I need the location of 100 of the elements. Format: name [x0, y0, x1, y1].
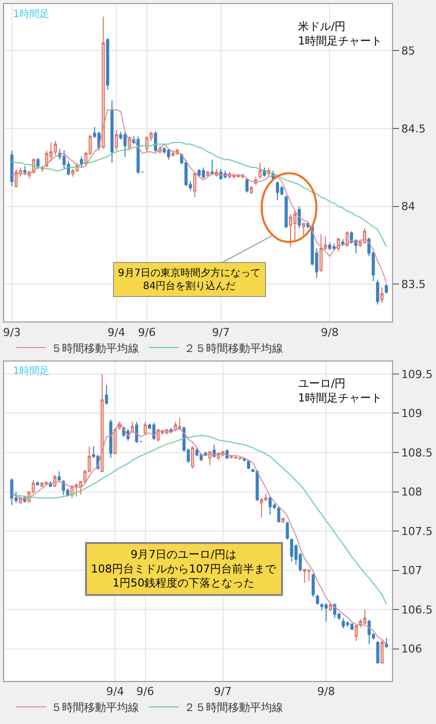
candlestick [384, 284, 388, 294]
y-tick-label: 83.5 [401, 278, 426, 292]
candlestick [319, 234, 323, 272]
candlestick [135, 421, 138, 444]
legend-label: ２５時間移動平均線 [184, 342, 283, 355]
candlestick [118, 422, 121, 430]
y-tick-label: 85 [401, 44, 416, 58]
y-tick-label: 108.5 [401, 446, 433, 460]
candlestick [10, 478, 14, 506]
candlestick [276, 180, 280, 201]
candlestick [350, 622, 354, 630]
line-series [11, 142, 387, 248]
y-tick-label: 106.5 [401, 603, 433, 616]
x-tick-label: 9/6 [138, 326, 156, 339]
candlestick [110, 100, 114, 164]
candlestick [44, 481, 48, 486]
candlestick [102, 16, 105, 150]
candlestick [286, 521, 289, 540]
candlestick [316, 594, 320, 606]
x-tick-label: 9/7 [214, 685, 232, 698]
text: 米ドル/円 1時間足チャート [298, 20, 382, 48]
x-tick-label: 9/8 [317, 685, 335, 698]
candlestick [106, 38, 110, 90]
y-tick-label: 109 [401, 407, 422, 420]
candlestick [100, 373, 104, 473]
legend-label: ２５時間移動平均線 [184, 701, 283, 714]
candlestick [277, 506, 280, 523]
candlestick [250, 186, 253, 194]
annotation: 1時間足 [13, 8, 50, 20]
candlestick [36, 481, 40, 486]
candlestick [346, 620, 350, 628]
text: ユーロ/円 1時間足チャート [298, 377, 382, 404]
y-tick-label: 109.5 [401, 368, 433, 381]
candlestick [307, 568, 310, 582]
candlestick [312, 572, 315, 598]
candlestick [104, 384, 108, 406]
candlestick [336, 237, 340, 252]
candlestick [154, 131, 158, 152]
candlestick [23, 165, 26, 176]
candlestick [288, 214, 292, 248]
candlestick [200, 452, 203, 462]
candlestick [74, 483, 78, 497]
candlestick [376, 640, 380, 664]
candlestick [198, 168, 201, 178]
candlestick [109, 419, 112, 458]
y-tick-label: 84 [401, 200, 416, 214]
candlestick [290, 538, 294, 562]
candlestick [281, 518, 285, 524]
candlestick [202, 166, 206, 179]
candlestick [144, 421, 147, 435]
candlestick [256, 470, 259, 502]
line-series [11, 421, 387, 646]
candlestick [152, 422, 156, 440]
candlestick [10, 150, 14, 187]
candlestick [170, 428, 173, 434]
candlestick [80, 156, 84, 168]
candlestick [333, 602, 336, 619]
candlestick [238, 456, 242, 460]
candlestick [123, 131, 127, 158]
candlestick [376, 279, 380, 305]
legend-label: ５時間移動平均線 [50, 342, 139, 355]
candlestick [258, 162, 262, 179]
candlestick [171, 150, 175, 158]
annotation: 1時間足 [13, 365, 50, 377]
candlestick [245, 178, 249, 193]
candlestick [260, 498, 264, 518]
candlestick [193, 172, 196, 198]
candlestick [130, 421, 134, 434]
candlestick [328, 602, 332, 612]
candlestick [206, 170, 210, 178]
legend-label: ５時間移動平均線 [50, 701, 139, 714]
candlestick [363, 609, 366, 625]
candlestick [212, 444, 216, 458]
candlestick [114, 130, 118, 151]
candlestick [303, 568, 306, 584]
y-tick-label: 108 [401, 486, 422, 499]
x-tick-label: 9/7 [212, 326, 230, 339]
candlestick [280, 186, 284, 196]
candlestick [114, 428, 117, 456]
candlestick [324, 602, 328, 622]
y-tick-label: 106 [401, 642, 422, 656]
candlestick [36, 158, 40, 170]
candlestick [191, 446, 194, 469]
candlestick [178, 417, 182, 430]
candlestick [262, 166, 266, 178]
x-tick-label: 9/6 [136, 685, 154, 698]
y-tick-label: 84.5 [401, 122, 426, 136]
annotation: 9月7日の東京時間夕方になって 84円台を割り込んだ [118, 267, 261, 292]
line-series [11, 434, 387, 605]
candlestick [58, 470, 61, 482]
y-tick-label: 107.5 [401, 524, 433, 538]
candlestick [210, 159, 214, 176]
x-tick-label: 9/4 [106, 685, 124, 698]
candlestick [14, 168, 18, 188]
candlestick [384, 637, 388, 649]
candlestick [234, 456, 238, 460]
candlestick [380, 640, 384, 664]
candlestick [324, 235, 327, 250]
annotation: 9月7日のユーロ/円は 108円台ミドルから107円台前半まで 1円50銭程度の下落となった [91, 548, 277, 590]
candlestick [328, 242, 332, 250]
